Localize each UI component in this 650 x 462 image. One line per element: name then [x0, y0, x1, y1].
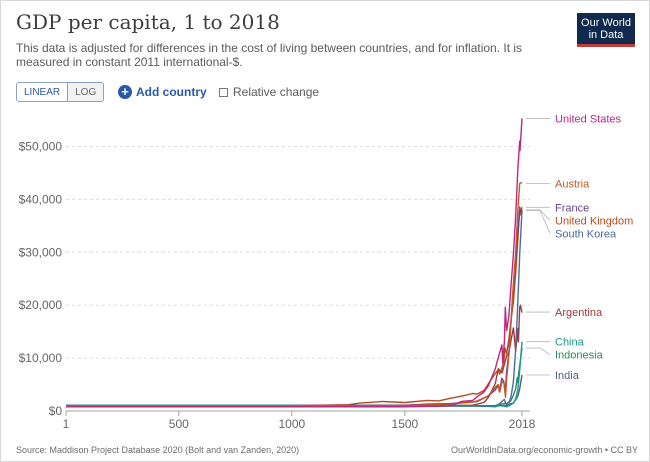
x-tick-label: 1000	[279, 417, 306, 431]
chart-subtitle: This data is adjusted for differences in…	[16, 41, 523, 69]
linear-scale-button[interactable]: LINEAR	[17, 83, 69, 101]
series-line-argentina	[66, 304, 523, 407]
relative-change-checkbox[interactable]	[219, 87, 228, 97]
x-tick-label: 1	[63, 417, 70, 431]
series-label-france: France	[555, 202, 589, 214]
x-tick-label: 2018	[509, 417, 536, 431]
series-label-china: China	[555, 337, 585, 349]
x-tick-label: 1500	[392, 417, 419, 431]
series-label-austria: Austria	[555, 178, 590, 190]
logo-line-2: in Data	[588, 29, 624, 41]
logo-line-1: Our World	[581, 17, 631, 29]
y-tick-label: $30,000	[19, 245, 63, 259]
series-line-india	[66, 374, 523, 407]
leader-line-south-korea	[526, 210, 551, 234]
y-tick-label: $40,000	[19, 192, 63, 206]
y-tick-label: $10,000	[19, 351, 63, 365]
chart-title: GDP per capita, 1 to 2018	[16, 10, 280, 34]
series-line-france	[66, 207, 523, 407]
owid-logo[interactable]: Our World in Data	[577, 13, 635, 47]
relative-change-label: Relative change	[233, 85, 320, 99]
series-label-indonesia: Indonesia	[555, 350, 604, 362]
credit-link[interactable]: OurWorldInData.org/economic-growth • CC …	[450, 445, 638, 455]
series-line-south-korea	[66, 210, 523, 407]
source-note: Source: Maddison Project Database 2020 (…	[16, 445, 300, 455]
y-tick-label: $50,000	[19, 139, 63, 153]
series-label-india: India	[555, 370, 580, 382]
series-label-argentina: Argentina	[555, 307, 603, 319]
series-line-united-kingdom	[66, 206, 523, 407]
add-country-label: Add country	[136, 85, 207, 99]
series-line-austria	[66, 181, 523, 407]
leader-line-united-kingdom	[526, 209, 551, 221]
y-tick-label: $0	[49, 404, 63, 418]
leader-line-indonesia	[526, 347, 551, 356]
x-tick-label: 500	[169, 417, 189, 431]
log-scale-button[interactable]: LOG	[68, 83, 104, 101]
plus-icon: +	[118, 85, 132, 99]
scale-toggle: LINEAR LOG	[16, 82, 105, 102]
series-label-united-kingdom: United Kingdom	[555, 215, 633, 227]
series-label-united-states: United States	[555, 113, 622, 125]
series-line-united-states	[66, 118, 523, 408]
add-country-button[interactable]: + Add country	[118, 83, 207, 101]
relative-change-toggle[interactable]: Relative change	[219, 83, 319, 101]
series-label-south-korea: South Korea	[555, 228, 617, 240]
y-tick-label: $20,000	[19, 298, 63, 312]
